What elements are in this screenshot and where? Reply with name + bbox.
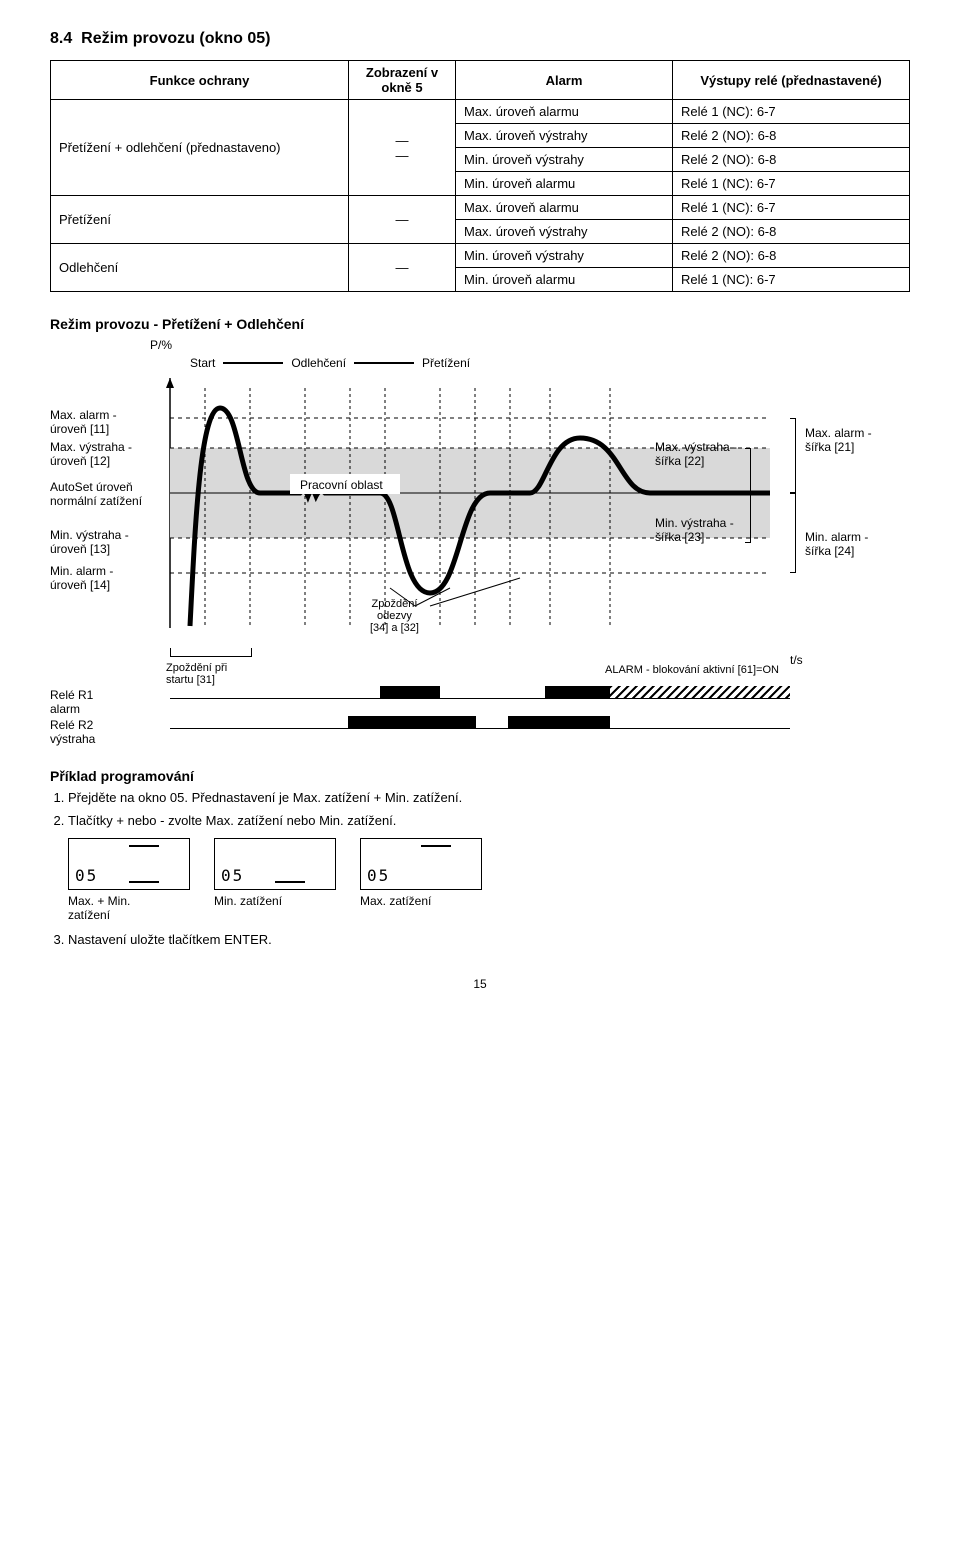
- r2-pulse1: [348, 716, 476, 728]
- section-text: Režim provozu (okno 05): [81, 30, 270, 47]
- steps-list: Přejděte na okno 05. Přednastavení je Ma…: [68, 790, 910, 828]
- start-delay-brace: [170, 648, 252, 657]
- func-cell: Přetížení + odlehčení (přednastaveno): [51, 100, 349, 196]
- chart-svg: [150, 378, 790, 638]
- lcd1-bar-top: [129, 845, 159, 847]
- alarm-block-label: ALARM - blokování aktivní [61]=ON: [605, 664, 779, 676]
- lcd3-caption: Max. zatížení: [360, 894, 480, 908]
- right-out-2: Min. alarm - šířka [24]: [805, 530, 868, 558]
- r1-pulse2: [545, 686, 610, 698]
- lcd-row: 05 Max. + Min. zatížení 05 Min. zatížení…: [68, 838, 910, 922]
- lcd-1: 05: [68, 838, 190, 890]
- th-func: Funkce ochrany: [51, 61, 349, 100]
- page-number: 15: [50, 977, 910, 991]
- alarm-cell: Max. úroveň výstrahy: [456, 220, 673, 244]
- alarm-cell: Max. úroveň alarmu: [456, 196, 673, 220]
- lcd-2: 05: [214, 838, 336, 890]
- legend-line-solid: [223, 362, 283, 364]
- brace-inner-1: [750, 448, 751, 493]
- lcd1-bar-bot: [129, 881, 159, 883]
- example-heading: Příklad programování: [50, 768, 910, 784]
- th-out: Výstupy relé (přednastavené): [673, 61, 910, 100]
- brace-outer-2: [795, 493, 796, 573]
- output-cell: Relé 2 (NO): 6-8: [673, 220, 910, 244]
- alarm-cell: Max. úroveň alarmu: [456, 100, 673, 124]
- left-l4: Min. výstraha - úroveň [13]: [50, 528, 129, 556]
- lcd1-caption: Max. + Min. zatížení: [68, 894, 188, 922]
- left-l5: Min. alarm - úroveň [14]: [50, 564, 113, 592]
- output-cell: Relé 1 (NC): 6-7: [673, 172, 910, 196]
- output-cell: Relé 2 (NO): 6-8: [673, 124, 910, 148]
- lcd2-num: 05: [221, 866, 244, 885]
- steps-list-2: Nastavení uložte tlačítkem ENTER.: [68, 932, 910, 947]
- alarm-cell: Min. úroveň výstrahy: [456, 244, 673, 268]
- relay-r2-label: Relé R2 výstraha: [50, 718, 95, 746]
- start-delay-label: Zpoždění při startu [31]: [166, 662, 227, 686]
- legend-start: Start: [190, 356, 215, 370]
- disp-cell: — —: [349, 100, 456, 196]
- output-cell: Relé 1 (NC): 6-7: [673, 100, 910, 124]
- chart: P/% Start Odlehčení Přetížení: [50, 338, 910, 758]
- ts-label: t/s: [790, 653, 803, 667]
- output-cell: Relé 2 (NO): 6-8: [673, 148, 910, 172]
- work-area-label: Pracovní oblast: [300, 478, 383, 492]
- left-l1: Max. alarm - úroveň [11]: [50, 408, 117, 436]
- alarm-cell: Min. úroveň alarmu: [456, 172, 673, 196]
- yaxis-label: P/%: [150, 338, 172, 352]
- mode-subtitle: Režim provozu - Přetížení + Odlehčení: [50, 316, 910, 332]
- func-cell: Přetížení: [51, 196, 349, 244]
- right-out-1: Max. alarm - šířka [21]: [805, 426, 872, 454]
- th-alarm: Alarm: [456, 61, 673, 100]
- output-cell: Relé 1 (NC): 6-7: [673, 268, 910, 292]
- th-disp: Zobrazení v okně 5: [349, 61, 456, 100]
- step-2: Tlačítky + nebo - zvolte Max. zatížení n…: [68, 813, 910, 828]
- disp-cell: —: [349, 196, 456, 244]
- legend-odl: Odlehčení: [291, 356, 346, 370]
- r1-baseline: [170, 698, 790, 699]
- lcd2-caption: Min. zatížení: [214, 894, 334, 908]
- section-title: 8.4 Režim provozu (okno 05): [50, 30, 910, 48]
- right-in-2: Min. výstraha - šířka [23]: [655, 516, 734, 544]
- disp-cell: —: [349, 244, 456, 292]
- step-3: Nastavení uložte tlačítkem ENTER.: [68, 932, 910, 947]
- output-cell: Relé 1 (NC): 6-7: [673, 196, 910, 220]
- step-1: Přejděte na okno 05. Přednastavení je Ma…: [68, 790, 910, 805]
- alarm-cell: Min. úroveň výstrahy: [456, 148, 673, 172]
- func-cell: Odlehčení: [51, 244, 349, 292]
- lcd2-bar-bot: [275, 881, 305, 883]
- alarm-cell: Max. úroveň výstrahy: [456, 124, 673, 148]
- left-l2: Max. výstraha - úroveň [12]: [50, 440, 132, 468]
- modes-table: Funkce ochrany Zobrazení v okně 5 Alarm …: [50, 60, 910, 292]
- legend-line-solid2: [354, 362, 414, 364]
- left-l3: AutoSet úroveň normální zatížení: [50, 480, 142, 508]
- lcd-3: 05: [360, 838, 482, 890]
- lcd3-bar-top: [421, 845, 451, 847]
- alarm-cell: Min. úroveň alarmu: [456, 268, 673, 292]
- delay-label: Zpoždění odezvy [34] a [32]: [370, 598, 419, 634]
- r2-baseline: [170, 728, 790, 729]
- legend-pret: Přetížení: [422, 356, 470, 370]
- section-number: 8.4: [50, 30, 72, 47]
- right-in-1: Max. výstraha - šířka [22]: [655, 440, 737, 468]
- relay-r1-label: Relé R1 alarm: [50, 688, 93, 716]
- lcd1-num: 05: [75, 866, 98, 885]
- brace-outer-1: [795, 418, 796, 493]
- r2-pulse2: [508, 716, 610, 728]
- brace-inner-2: [750, 493, 751, 543]
- output-cell: Relé 2 (NO): 6-8: [673, 244, 910, 268]
- r1-pulse1: [380, 686, 440, 698]
- lcd3-num: 05: [367, 866, 390, 885]
- r1-hatch: [610, 686, 790, 698]
